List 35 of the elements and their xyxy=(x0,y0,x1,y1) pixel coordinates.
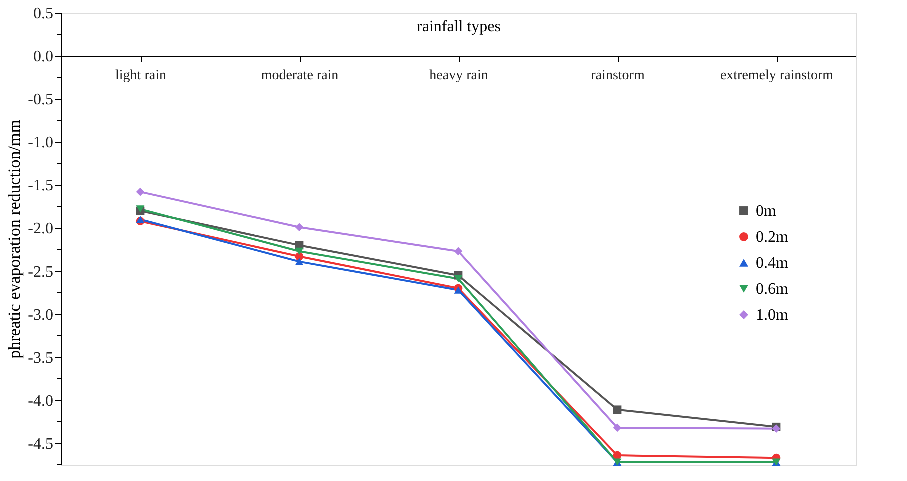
y-tick-label: -3.5 xyxy=(28,350,54,367)
point xyxy=(454,275,463,283)
legend-label: 0.2m xyxy=(756,229,789,246)
y-tick-label: -2.5 xyxy=(28,264,54,281)
x-axis-title: rainfall types xyxy=(417,18,501,36)
legend-label: 0m xyxy=(756,203,777,220)
point xyxy=(454,247,463,256)
point xyxy=(295,223,304,232)
legend-label: 0.4m xyxy=(756,255,789,272)
x-tick-label: moderate rain xyxy=(261,68,339,84)
point xyxy=(454,286,463,294)
y-tick-label: -0.5 xyxy=(28,92,54,109)
x-tick-label: light rain xyxy=(116,68,166,84)
point xyxy=(295,258,304,266)
y-axis-title: phreatic evaporation reduction/mm xyxy=(5,120,24,359)
x-tick-label: extremely rainstorm xyxy=(720,68,834,84)
x-tick-label: heavy rain xyxy=(430,68,488,84)
point xyxy=(613,406,622,414)
y-tick-label: -4.0 xyxy=(28,392,54,410)
legend-label: 1.0m xyxy=(756,307,789,324)
point xyxy=(613,451,622,460)
point xyxy=(136,206,145,213)
y-tick-label: -4.5 xyxy=(28,436,54,453)
legend-label: 0.6m xyxy=(756,281,789,298)
y-tick-label: -3.0 xyxy=(28,306,54,324)
y-tick-label: 0.5 xyxy=(34,6,54,22)
y-tick-label: -1.5 xyxy=(28,178,54,195)
x-tick-label: rainstorm xyxy=(591,68,645,84)
point xyxy=(136,188,145,196)
point xyxy=(136,216,145,224)
y-tick-label: 0.0 xyxy=(34,48,54,66)
point xyxy=(613,424,622,432)
point xyxy=(295,248,304,256)
y-tick-label: -2.0 xyxy=(28,220,54,238)
y-tick-label: -1.0 xyxy=(28,134,54,152)
